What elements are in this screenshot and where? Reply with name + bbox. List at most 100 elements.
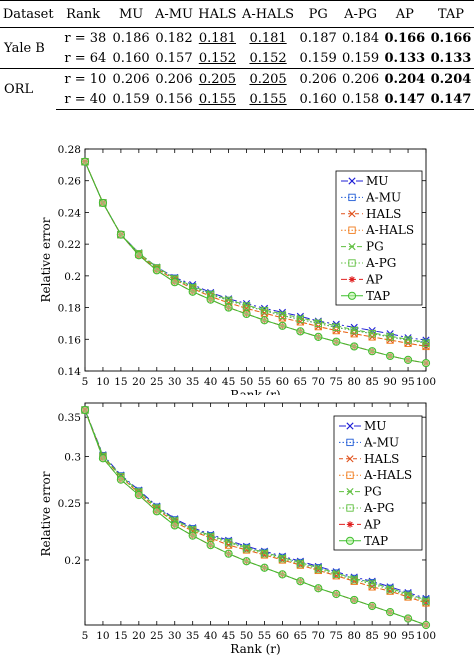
value-cell: 0.181 [249, 30, 287, 46]
data-point [188, 531, 197, 540]
data-point [278, 570, 287, 579]
data-point [170, 521, 179, 530]
column-header: Rank [66, 6, 101, 22]
column-header: A-MU [154, 6, 194, 22]
x-tick-label: 30 [168, 376, 181, 388]
x-tick-label: 5 [82, 630, 89, 642]
x-tick-label: 50 [240, 376, 253, 388]
column-header: PG [308, 6, 328, 22]
table-row: r = 64 0.160 0.157 0.152 0.152 0.159 0.1… [0, 48, 474, 69]
legend-box [335, 170, 423, 306]
data-point [296, 314, 304, 322]
legend-item: MU [341, 174, 388, 188]
legend-label: A-HALS [363, 468, 412, 482]
data-point [332, 323, 340, 332]
column-header: TAP [437, 6, 464, 22]
column-header: A-PG [344, 6, 378, 22]
data-point [242, 545, 251, 553]
value-cell: 0.159 [341, 50, 380, 66]
value-cell: 0.186 [112, 30, 150, 46]
legend-item: HALS [341, 207, 401, 221]
value-cell: 0.160 [296, 89, 340, 110]
y-axis-label: Relative error [39, 217, 53, 302]
data-point [260, 563, 269, 572]
data-point [403, 355, 413, 364]
data-point [332, 589, 341, 599]
legend: MU A-MU HALS A-HALS PG A-PG AP TAP [335, 170, 423, 306]
y-tick-label: 0.25 [58, 498, 81, 510]
y-tick-label: 0.2 [64, 555, 81, 567]
legend-label: A-PG [365, 256, 396, 270]
rank-cell: r = 10 [56, 68, 110, 89]
data-point [421, 358, 431, 368]
x-tick-label: 60 [276, 376, 289, 388]
legend-box [333, 415, 423, 551]
column-header: MU [118, 6, 144, 22]
x-tick-label: 65 [294, 630, 307, 642]
table-row: ORL r = 10 0.206 0.206 0.205 0.205 0.206… [0, 68, 474, 110]
data-point [242, 557, 251, 566]
data-point [368, 347, 377, 356]
x-tick-label: 10 [96, 630, 109, 642]
x-tick-label: 95 [401, 630, 414, 642]
legend: MU A-MU HALS A-HALS PG A-PG AP TAP [333, 415, 423, 551]
data-point [296, 577, 305, 586]
value-cell: 0.204 [381, 68, 428, 89]
y-tick-label: 0.16 [58, 334, 82, 346]
rank-cell: r = 40 [56, 89, 110, 110]
data-point [368, 580, 376, 588]
value-cell: 0.152 [249, 50, 287, 66]
data-point [224, 549, 233, 558]
data-point [188, 287, 197, 296]
legend-label: TAP [366, 289, 390, 303]
value-cell: 0.147 [427, 89, 474, 110]
data-point [421, 620, 431, 630]
x-tick-label: 25 [150, 376, 163, 388]
legend-item: AP [339, 517, 381, 531]
data-point [278, 555, 287, 563]
legend-item: PG [341, 240, 384, 254]
value-cell: 0.166 [384, 30, 426, 46]
x-tick-label: 95 [401, 376, 414, 388]
x-tick-label: 50 [240, 630, 253, 642]
legend-item: A-HALS [339, 468, 412, 482]
x-tick-label: 5 [82, 376, 89, 388]
data-point [260, 307, 269, 315]
x-tick-label: 20 [132, 630, 145, 642]
x-tick-label: 40 [204, 630, 217, 642]
value-cell: 0.155 [195, 89, 240, 110]
x-tick-label: 70 [312, 630, 325, 642]
data-point [314, 332, 323, 342]
value-cell: 0.206 [296, 68, 340, 89]
value-cell: 0.147 [381, 89, 428, 110]
data-point [116, 230, 125, 239]
x-tick-label: 80 [348, 376, 361, 388]
data-point [278, 311, 287, 320]
data-point [404, 591, 412, 600]
x-tick-label: 35 [186, 630, 199, 642]
data-point [206, 533, 215, 541]
data-point [314, 584, 323, 593]
data-point [242, 302, 251, 310]
data-point [98, 198, 108, 208]
legend-label: A-HALS [365, 223, 414, 237]
series-line [84, 409, 427, 601]
data-point [404, 336, 412, 344]
data-point [350, 576, 358, 584]
data-point [386, 608, 395, 617]
data-point [350, 595, 359, 605]
column-header: A-HALS [242, 6, 295, 22]
rank-cell: r = 64 [64, 50, 107, 66]
x-tick-label: 55 [258, 376, 271, 388]
y-tick-label: 0.22 [58, 239, 81, 251]
x-tick-label: 70 [312, 376, 325, 388]
data-point [386, 333, 394, 341]
legend-item: A-MU [339, 435, 399, 449]
legend-label: HALS [366, 207, 401, 221]
table-group-yale-b: Yale B r = 38 0.186 0.182 0.181 0.181 0.… [0, 28, 474, 69]
value-cell: 0.155 [239, 89, 297, 110]
results-table: Dataset Rank MU A-MU HALS A-HALS PG A-PG AP TAP Y… [0, 0, 474, 110]
data-point [422, 597, 430, 606]
y-tick-label: 0.3 [64, 452, 81, 464]
x-tick-label: 45 [222, 376, 235, 388]
